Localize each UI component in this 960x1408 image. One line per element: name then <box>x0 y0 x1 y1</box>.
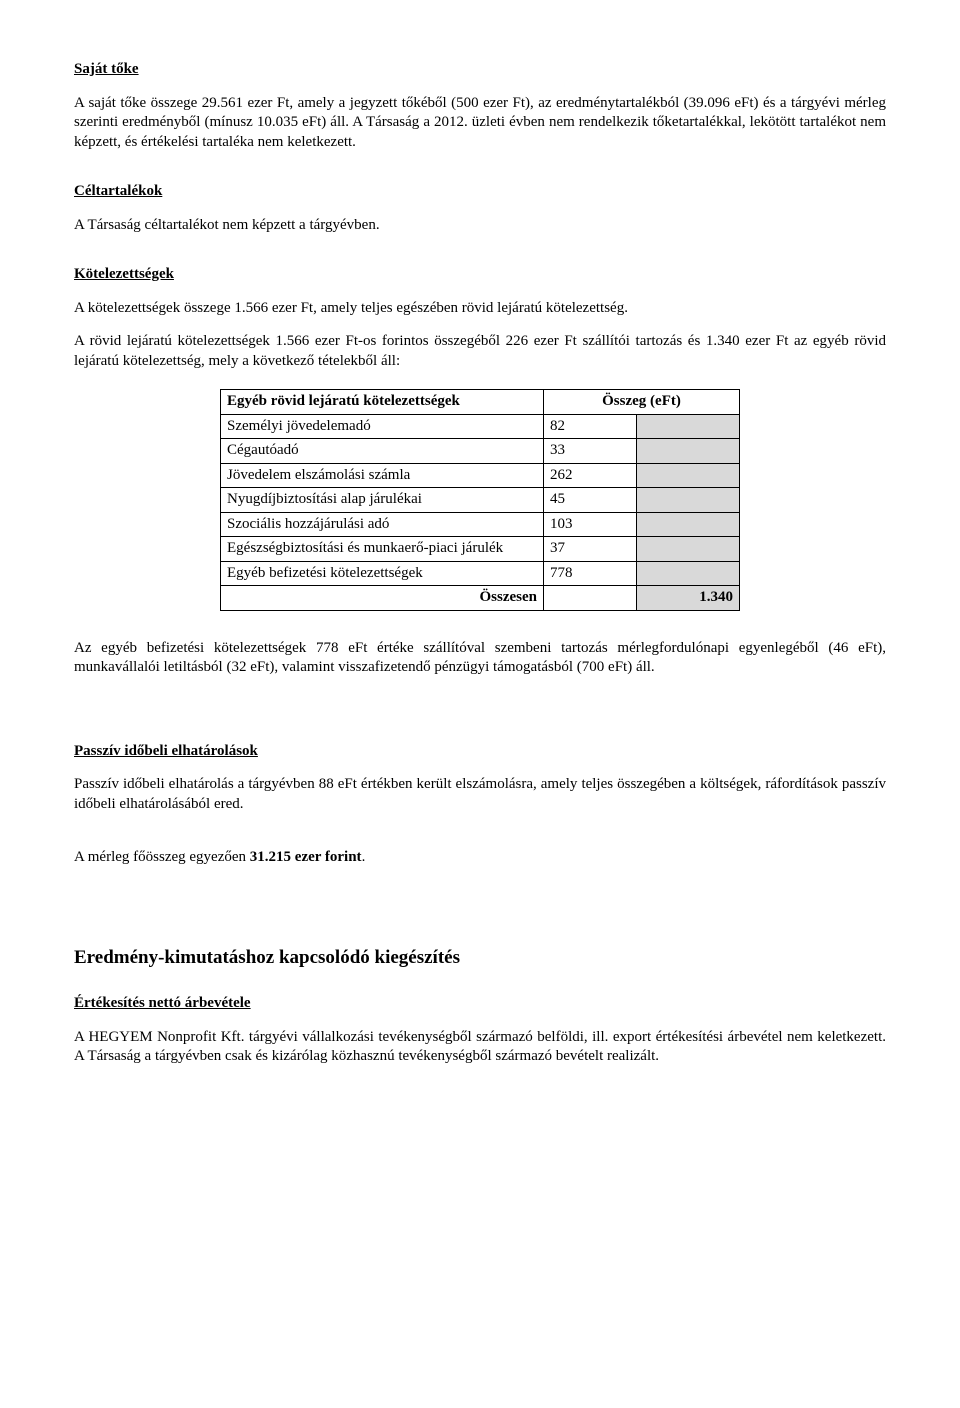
row-shaded <box>637 537 740 562</box>
row-value: 33 <box>544 439 637 464</box>
row-label: Személyi jövedelemadó <box>221 414 544 439</box>
title-celtartalekok: Céltartalékok <box>74 182 886 202</box>
para-ertekesites: A HEGYEM Nonprofit Kft. tárgyévi vállalk… <box>74 1028 886 1067</box>
table-row: Személyi jövedelemadó82 <box>221 414 740 439</box>
title-ertekesites: Értékesítés nettó árbevétele <box>74 994 886 1014</box>
table-row: Cégautóadó33 <box>221 439 740 464</box>
row-value: 778 <box>544 561 637 586</box>
row-value: 103 <box>544 512 637 537</box>
table-row: Nyugdíjbiztosítási alap járulékai45 <box>221 488 740 513</box>
row-label: Egyéb befizetési kötelezettségek <box>221 561 544 586</box>
liabilities-table: Egyéb rövid lejáratú kötelezettségek Öss… <box>220 389 740 611</box>
table-header-row: Egyéb rövid lejáratú kötelezettségek Öss… <box>221 390 740 415</box>
row-shaded <box>637 512 740 537</box>
para-kotelezettsegek-1: A kötelezettségek összege 1.566 ezer Ft,… <box>74 299 886 319</box>
th-label: Egyéb rövid lejáratú kötelezettségek <box>221 390 544 415</box>
sum-label: Összesen <box>221 586 544 611</box>
row-shaded <box>637 561 740 586</box>
para-egyeb-befizetesi: Az egyéb befizetési kötelezettségek 778 … <box>74 639 886 678</box>
para-sajat-toke: A saját tőke összege 29.561 ezer Ft, ame… <box>74 94 886 153</box>
row-shaded <box>637 414 740 439</box>
table-sum-row: Összesen 1.340 <box>221 586 740 611</box>
row-label: Nyugdíjbiztosítási alap járulékai <box>221 488 544 513</box>
foosszeg-value: 31.215 ezer forint <box>250 849 362 865</box>
para-passziv: Passzív időbeli elhatárolás a tárgyévben… <box>74 775 886 814</box>
row-label: Szociális hozzájárulási adó <box>221 512 544 537</box>
row-shaded <box>637 439 740 464</box>
table-row: Egyéb befizetési kötelezettségek778 <box>221 561 740 586</box>
foosszeg-prefix: A mérleg főösszeg egyezően <box>74 849 250 865</box>
row-value: 82 <box>544 414 637 439</box>
title-kotelezettsegek: Kötelezettségek <box>74 265 886 285</box>
row-value: 262 <box>544 463 637 488</box>
sum-value: 1.340 <box>637 586 740 611</box>
row-label: Jövedelem elszámolási számla <box>221 463 544 488</box>
row-value: 45 <box>544 488 637 513</box>
table-row: Szociális hozzájárulási adó103 <box>221 512 740 537</box>
foosszeg-suffix: . <box>362 849 366 865</box>
row-shaded <box>637 488 740 513</box>
th-amount: Összeg (eFt) <box>544 390 740 415</box>
sum-empty <box>544 586 637 611</box>
row-label: Cégautóadó <box>221 439 544 464</box>
table-row: Egészségbiztosítási és munkaerő-piaci já… <box>221 537 740 562</box>
row-label: Egészségbiztosítási és munkaerő-piaci já… <box>221 537 544 562</box>
para-celtartalekok: A Társaság céltartalékot nem képzett a t… <box>74 216 886 236</box>
row-shaded <box>637 463 740 488</box>
para-merleg-foosszeg: A mérleg főösszeg egyezően 31.215 ezer f… <box>74 848 886 868</box>
title-sajat-toke: Saját tőke <box>74 60 886 80</box>
table-row: Jövedelem elszámolási számla262 <box>221 463 740 488</box>
row-value: 37 <box>544 537 637 562</box>
para-kotelezettsegek-2: A rövid lejáratú kötelezettségek 1.566 e… <box>74 332 886 371</box>
title-eredmeny: Eredmény-kimutatáshoz kapcsolódó kiegész… <box>74 946 886 971</box>
title-passziv: Passzív időbeli elhatárolások <box>74 742 886 762</box>
